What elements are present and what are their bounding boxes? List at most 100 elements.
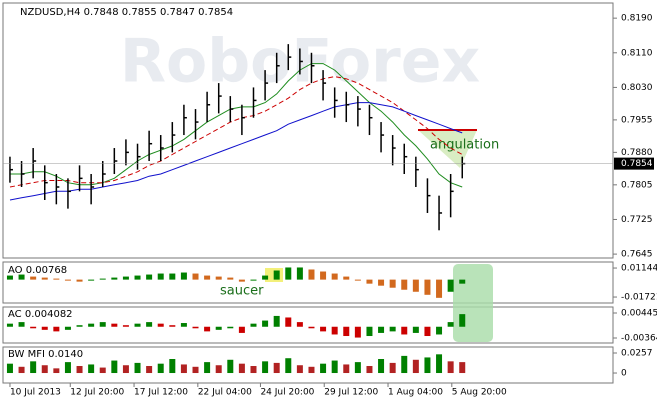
histogram-bar — [459, 362, 466, 374]
histogram-bar — [18, 322, 25, 327]
y-tick-label: 0.8030 — [621, 83, 653, 93]
ao-panel — [2, 261, 614, 304]
histogram-bar — [320, 271, 327, 280]
histogram-bar — [169, 325, 176, 327]
histogram-bar — [436, 279, 443, 298]
histogram-bar — [250, 279, 257, 281]
histogram-bar — [459, 279, 466, 284]
x-tick-label: 1 Aug 04:00 — [388, 388, 443, 398]
histogram-bar — [99, 367, 106, 374]
histogram-bar — [250, 366, 257, 374]
histogram-bar — [122, 325, 129, 327]
histogram-bar — [389, 362, 396, 374]
histogram-bar — [169, 273, 176, 280]
histogram-bar — [215, 365, 222, 374]
histogram-bar — [64, 362, 71, 374]
histogram-bar — [366, 279, 373, 284]
histogram-bar — [30, 326, 37, 329]
histogram-bar — [354, 362, 361, 374]
histogram-bar — [192, 366, 199, 374]
histogram-bar — [343, 364, 350, 374]
histogram-bar — [401, 355, 408, 374]
histogram-bar — [308, 366, 315, 374]
histogram-bar — [64, 326, 71, 330]
histogram-bar — [436, 326, 443, 335]
histogram-bar — [122, 365, 129, 374]
histogram-bar — [30, 361, 37, 374]
panel-title: AO 0.00768 — [8, 265, 67, 276]
histogram-bar — [354, 279, 361, 281]
y-tick-label: 0.0257 — [621, 349, 653, 359]
histogram-bar — [296, 322, 303, 327]
histogram-bar — [331, 273, 338, 280]
histogram-bar — [401, 279, 408, 290]
x-tick-label: 17 Jul 12:00 — [134, 388, 188, 398]
x-tick-label: 10 Jul 2013 — [10, 388, 61, 398]
histogram-bar — [41, 365, 48, 374]
histogram-bar — [134, 275, 141, 280]
panel-title: BW MFI 0.0140 — [8, 349, 83, 360]
histogram-bar — [447, 361, 454, 374]
highlight — [453, 264, 493, 342]
x-tick-label: 29 Jul 12:00 — [324, 388, 378, 398]
histogram-bar — [64, 279, 71, 281]
x-tick-label: 5 Aug 20:00 — [452, 388, 507, 398]
histogram-bar — [134, 323, 141, 327]
histogram-bar — [169, 359, 176, 374]
histogram-bar — [215, 276, 222, 280]
histogram-bar — [238, 279, 245, 282]
y-tick-label: 0.01144 — [621, 264, 657, 274]
histogram-bar — [99, 278, 106, 280]
histogram-bar — [88, 323, 95, 327]
histogram-bar — [111, 360, 118, 374]
histogram-bar — [459, 314, 466, 327]
chart-title: NZDUSD,H4 0.7848 0.7855 0.7847 0.7854 — [20, 7, 233, 18]
histogram-bar — [296, 267, 303, 280]
histogram-bar — [53, 326, 60, 332]
histogram-bar — [204, 362, 211, 374]
last-price-box — [614, 157, 654, 170]
histogram-bar — [53, 278, 60, 280]
histogram-bar — [331, 326, 338, 335]
histogram-bar — [412, 326, 419, 333]
histogram-bar — [273, 362, 280, 374]
histogram-bar — [447, 322, 454, 327]
x-tick-label: 24 Jul 20:00 — [260, 388, 314, 398]
histogram-bar — [111, 277, 118, 280]
histogram-bar — [6, 275, 13, 280]
histogram-bar — [30, 276, 37, 280]
histogram-bar — [204, 275, 211, 280]
histogram-bar — [424, 357, 431, 374]
histogram-bar — [41, 326, 48, 330]
x-tick-label: 22 Jul 04:00 — [198, 388, 252, 398]
histogram-bar — [262, 275, 269, 280]
y-tick-label: 0 — [621, 369, 627, 379]
histogram-bar — [308, 326, 315, 329]
y-tick-label: 0.00445 — [621, 308, 657, 318]
y-tick-label: -0.01721 — [621, 293, 657, 303]
histogram-bar — [146, 274, 153, 280]
histogram-bar — [378, 279, 385, 286]
histogram-bar — [331, 360, 338, 374]
y-tick-label: 0.8190 — [621, 14, 653, 24]
histogram-bar — [146, 366, 153, 374]
histogram-bar — [227, 277, 234, 280]
histogram-bar — [157, 323, 164, 327]
y-tick-label: 0.7880 — [621, 148, 653, 158]
y-tick-label: 0.7955 — [621, 115, 653, 125]
histogram-bar — [146, 322, 153, 327]
histogram-bar — [41, 277, 48, 280]
histogram-bar — [157, 273, 164, 280]
histogram-bar — [53, 368, 60, 374]
histogram-bar — [389, 279, 396, 288]
histogram-bar — [134, 362, 141, 374]
histogram-bar — [6, 363, 13, 374]
histogram-bar — [378, 326, 385, 333]
histogram-bar — [296, 365, 303, 374]
histogram-bar — [238, 363, 245, 374]
histogram-bar — [180, 272, 187, 280]
histogram-bar — [18, 366, 25, 374]
y-tick-label: 0.7805 — [621, 180, 653, 190]
histogram-bar — [111, 323, 118, 327]
